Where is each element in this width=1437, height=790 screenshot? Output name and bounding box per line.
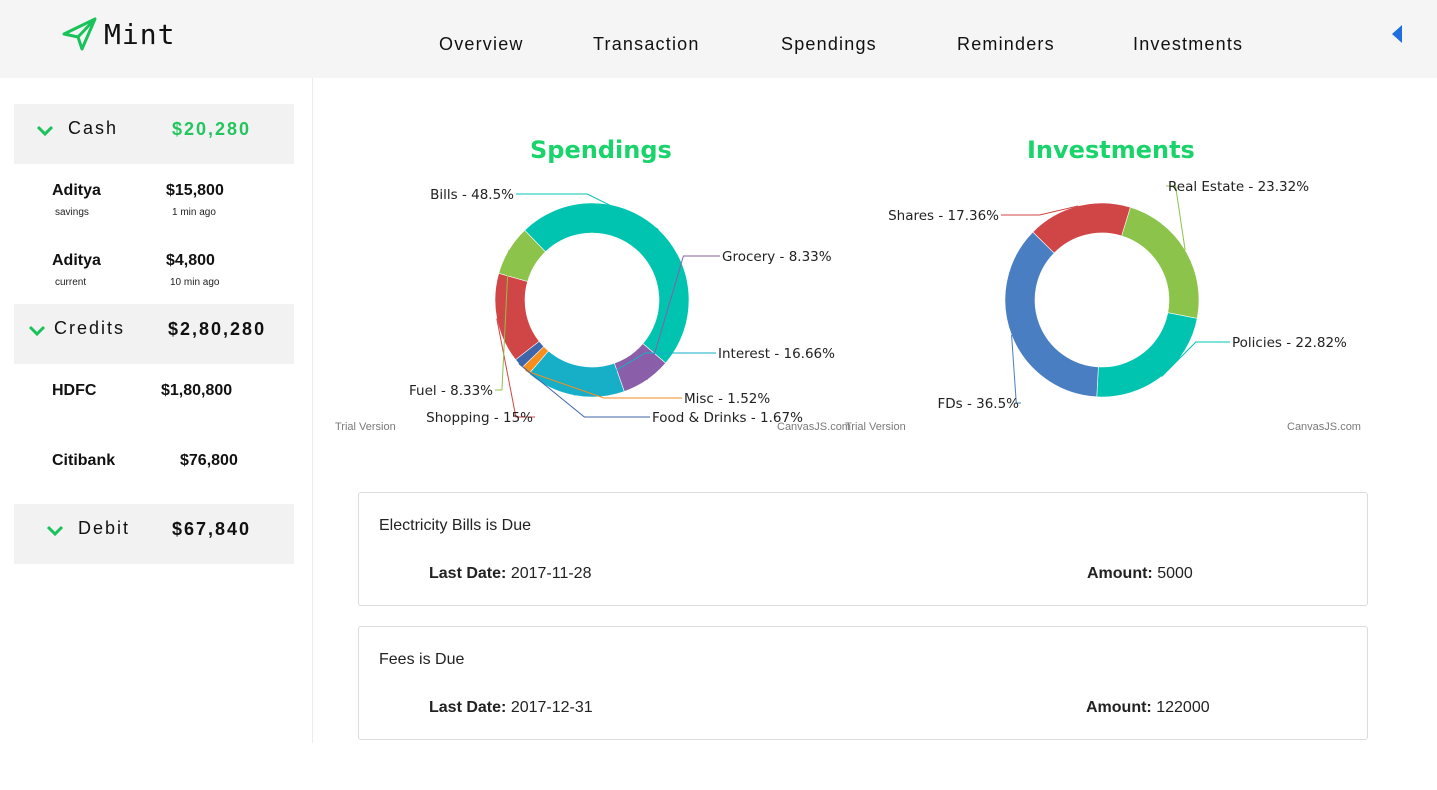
slice-leader-line	[1161, 341, 1230, 377]
chevron-down-icon	[36, 124, 54, 142]
slice-leader-line	[495, 250, 510, 391]
account-name: Aditya	[52, 252, 101, 269]
paper-plane-icon	[62, 16, 98, 52]
cash-amount: $20,280	[172, 119, 252, 139]
slice-label: Policies - 22.82%	[1232, 335, 1347, 351]
slice-label: Interest - 16.66%	[718, 346, 835, 362]
reminder-amount: Amount: 5000	[1087, 565, 1193, 583]
account-name: Citibank	[52, 452, 116, 469]
slice-label: Shares - 17.36%	[888, 208, 999, 224]
chart-watermark-left: Trial Version	[335, 421, 396, 433]
accounts-sidebar: Cash $20,280 Aditya savings $15,800 1 mi…	[0, 78, 313, 743]
amount-value: 5000	[1157, 565, 1193, 582]
nav-reminders[interactable]: Reminders	[957, 34, 1055, 54]
slice-label: Shopping - 15%	[426, 410, 533, 426]
slice-leader-line	[1001, 205, 1079, 216]
chart-watermark-right: CanvasJS.com	[1287, 421, 1361, 433]
account-type: savings	[55, 207, 89, 218]
slice-label: Real Estate - 23.32%	[1168, 179, 1309, 195]
credits-accordion-header[interactable]: Credits $2,80,280	[14, 304, 294, 364]
debit-amount: $67,840	[172, 519, 252, 539]
nav-transaction[interactable]: Transaction	[593, 34, 700, 54]
last-date-value: 2017-12-31	[510, 699, 593, 716]
reminder-amount: Amount: 122000	[1086, 699, 1210, 717]
donut-slice[interactable]	[1096, 312, 1198, 398]
credits-title: Credits	[54, 318, 126, 338]
nav-overview[interactable]: Overview	[439, 34, 524, 54]
slice-label: Misc - 1.52%	[684, 391, 770, 407]
nav-investments[interactable]: Investments	[1133, 34, 1244, 54]
donut-slice[interactable]	[494, 272, 540, 361]
slice-leader-line	[525, 370, 682, 399]
nav-spendings[interactable]: Spendings	[781, 34, 877, 54]
donut-slice[interactable]	[1032, 202, 1131, 254]
account-amount: $1,80,800	[161, 382, 233, 399]
spendings-chart-title: Spendings	[530, 136, 672, 164]
list-item[interactable]: HDFC $1,80,800	[14, 380, 294, 420]
account-amount: $4,800	[166, 252, 215, 269]
reminder-last-date: Last Date: 2017-12-31	[429, 699, 593, 717]
account-name: Aditya	[52, 182, 101, 199]
logo-text: Mint	[104, 17, 176, 51]
charts-area: Trial Version CanvasJS.com Trial Version…	[335, 179, 1361, 433]
top-navbar: Mint Overview Transaction Spendings Remi…	[0, 0, 1437, 78]
account-amount: $15,800	[166, 182, 224, 199]
amount-label: Amount:	[1087, 565, 1153, 582]
account-name: HDFC	[52, 382, 97, 399]
donut-slice[interactable]	[524, 202, 690, 364]
chart-watermark-right: CanvasJS.com	[777, 421, 851, 433]
slice-label: Grocery - 8.33%	[722, 249, 832, 265]
reminder-card[interactable]: Electricity Bills is Due Last Date: 2017…	[358, 492, 1368, 606]
debit-title: Debit	[78, 518, 131, 538]
slice-label: Fuel - 8.33%	[409, 383, 493, 399]
account-updated-time: 10 min ago	[170, 277, 220, 288]
collapse-arrow-icon[interactable]	[1390, 24, 1404, 49]
amount-label: Amount:	[1086, 699, 1152, 716]
slice-leader-line	[516, 193, 659, 230]
logo[interactable]: Mint	[62, 16, 175, 52]
chart-watermark-left: Trial Version	[845, 421, 906, 433]
reminder-title: Fees is Due	[379, 651, 465, 668]
last-date-label: Last Date:	[429, 565, 507, 582]
chevron-down-icon	[28, 324, 46, 342]
chevron-down-icon	[46, 524, 64, 542]
reminder-last-date: Last Date: 2017-11-28	[429, 565, 591, 583]
investments-chart-title: Investments	[1027, 136, 1195, 164]
slice-label: Bills - 48.5%	[430, 187, 514, 203]
slice-leader-line	[518, 363, 650, 418]
slice-leader-line	[1166, 185, 1186, 251]
credits-amount: $2,80,280	[168, 319, 267, 339]
slice-leader-line	[1011, 335, 1021, 404]
last-date-value: 2017-11-28	[510, 565, 592, 582]
account-type: current	[55, 277, 87, 288]
investments-donut-chart: Real Estate - 23.32% Policies - 22.82% FDs…	[888, 179, 1347, 412]
list-item[interactable]: Aditya savings $15,800 1 min ago	[14, 178, 294, 228]
slice-leader-line	[573, 352, 716, 396]
reminder-card[interactable]: Fees is Due Last Date: 2017-12-31 Amount…	[358, 626, 1368, 740]
account-updated-time: 1 min ago	[172, 207, 216, 218]
reminder-title: Electricity Bills is Due	[379, 517, 532, 534]
list-item[interactable]: Aditya current $4,800 10 min ago	[14, 248, 294, 298]
amount-value: 122000	[1156, 699, 1210, 716]
cash-title: Cash	[68, 118, 119, 138]
account-amount: $76,800	[180, 452, 238, 469]
cash-accordion-header[interactable]: Cash $20,280	[14, 104, 294, 164]
list-item[interactable]: Citibank $76,800	[14, 450, 294, 490]
donut-slice[interactable]	[1004, 231, 1099, 398]
last-date-label: Last Date:	[429, 699, 507, 716]
debit-accordion-header[interactable]: Debit $67,840	[14, 504, 294, 564]
slice-label: Food & Drinks - 1.67%	[652, 410, 803, 426]
donut-slice[interactable]	[498, 229, 546, 282]
donut-slice[interactable]	[1121, 206, 1200, 319]
slice-label: FDs - 36.5%	[937, 396, 1019, 412]
slice-leader-line	[646, 255, 720, 381]
slice-leader-line	[496, 318, 535, 418]
spendings-donut-chart: Bills - 48.5% Grocery - 8.33% Interest - 1…	[409, 187, 835, 426]
